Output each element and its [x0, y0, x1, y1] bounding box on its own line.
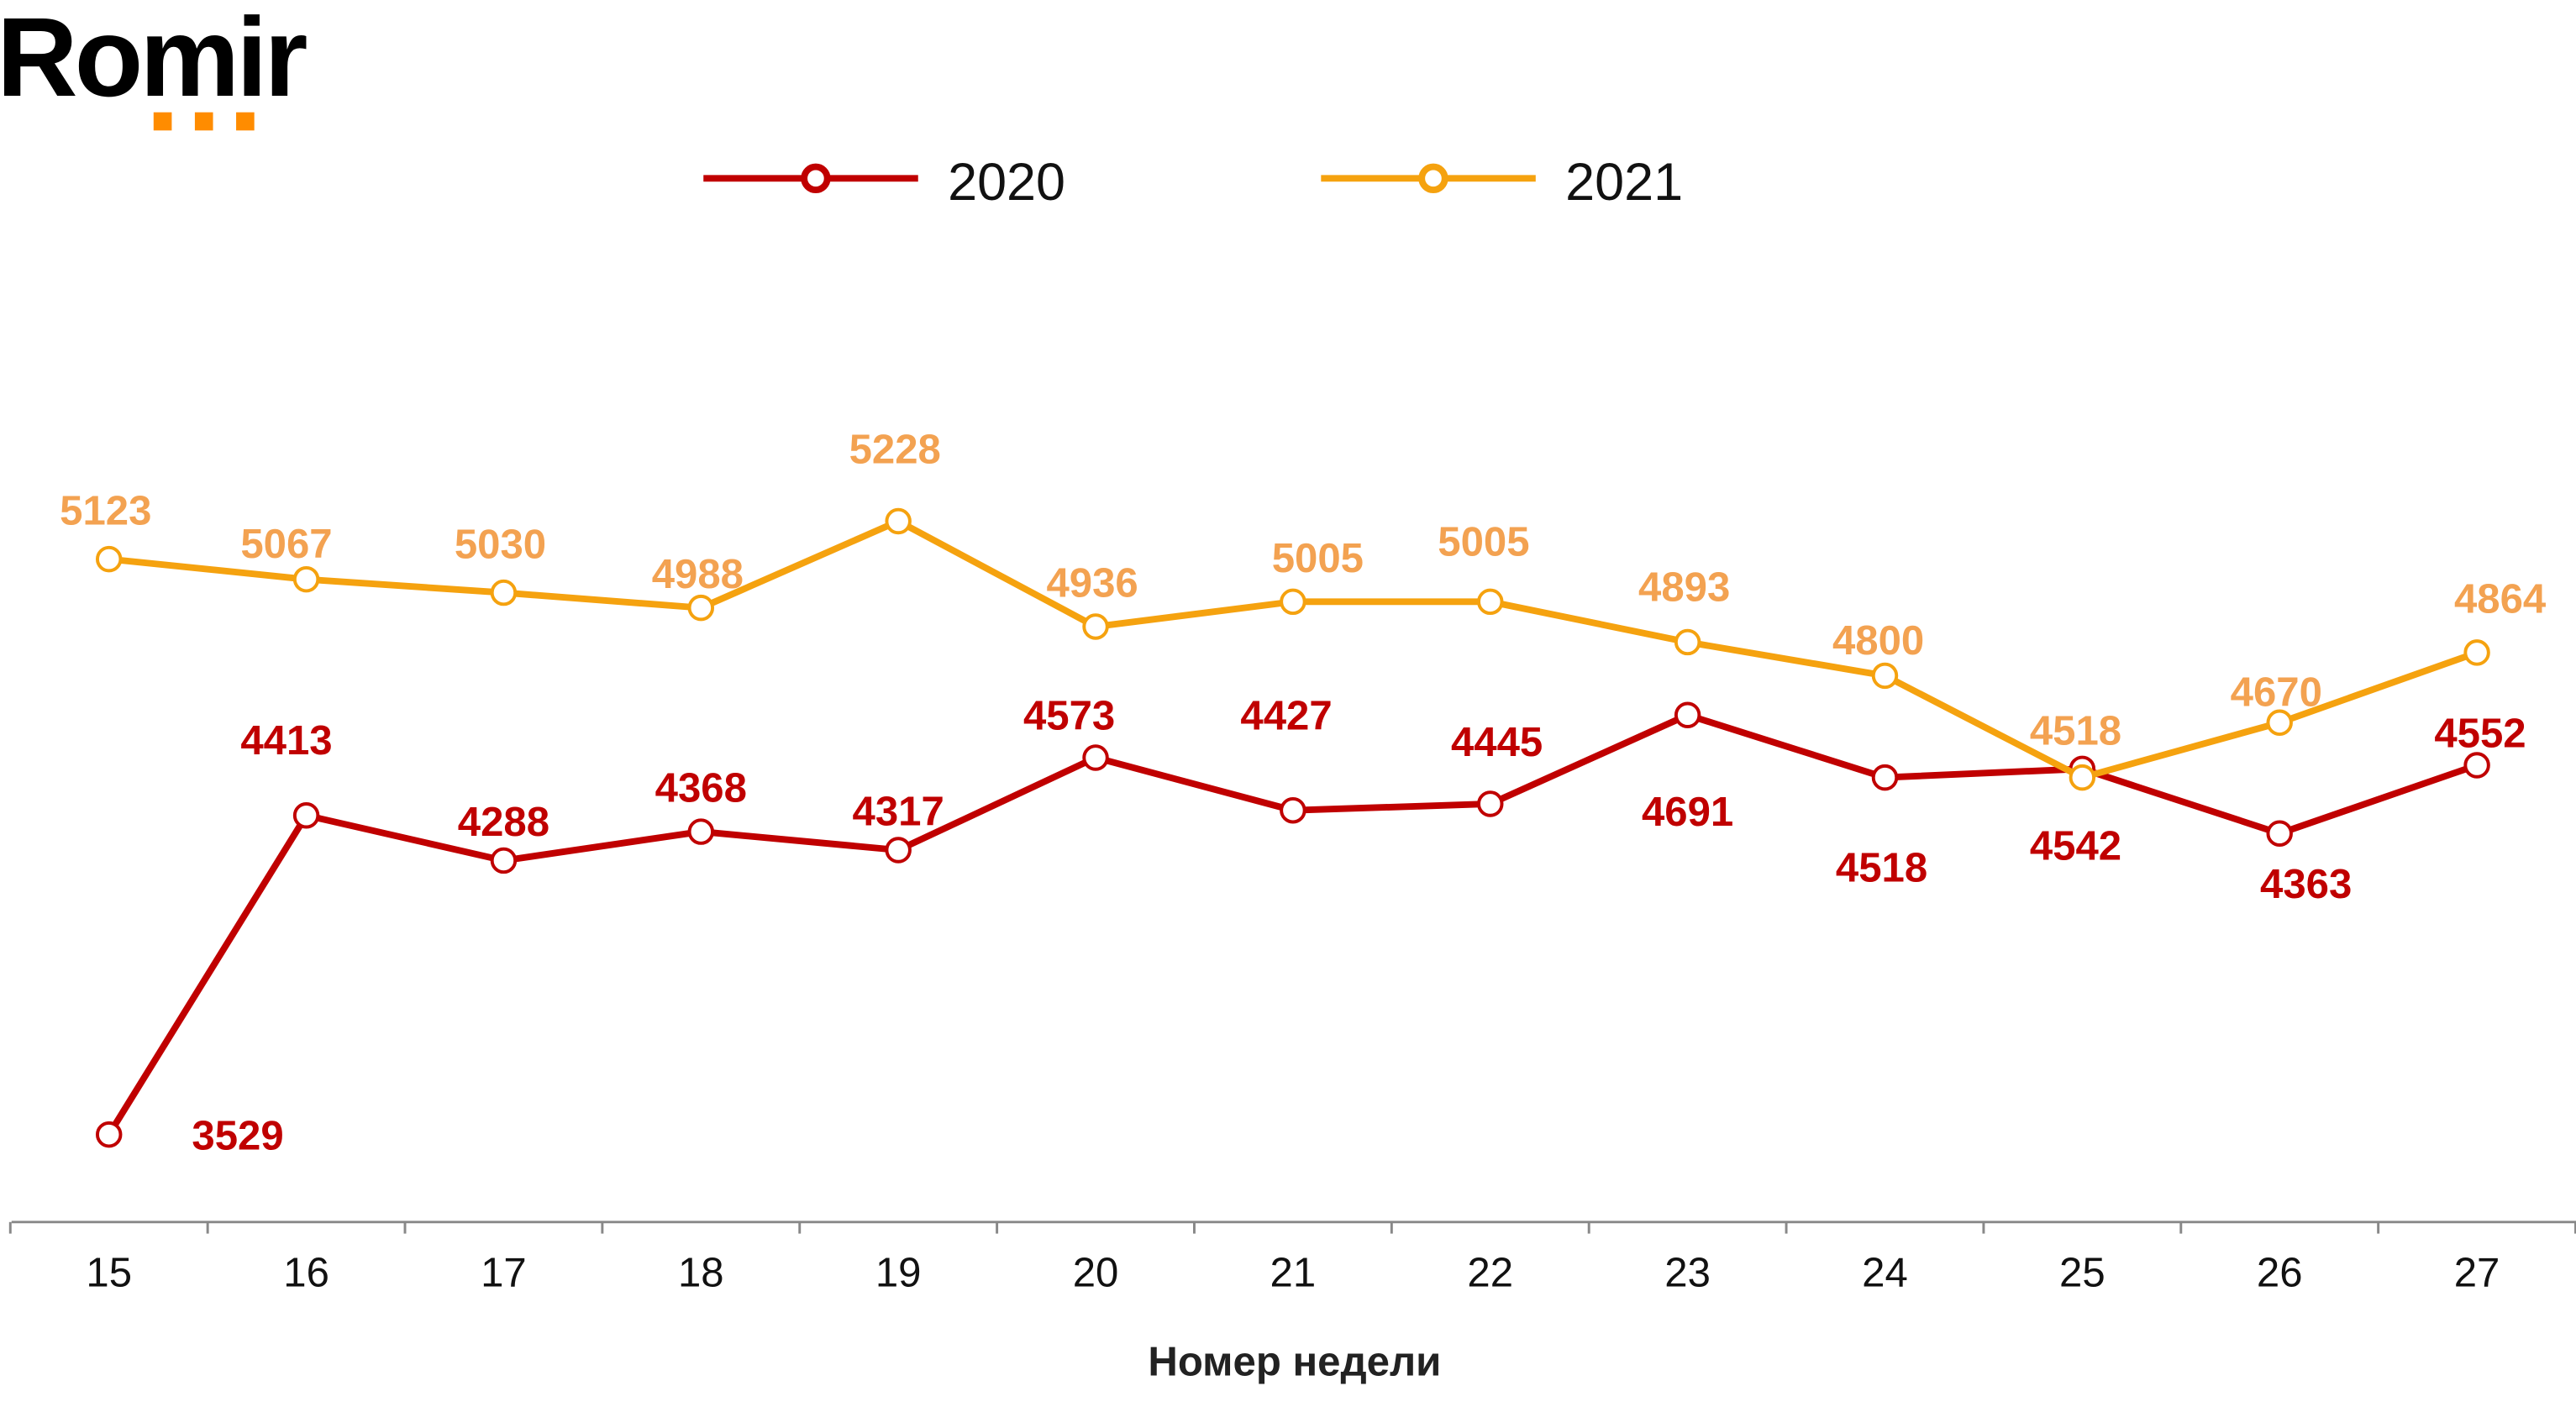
- legend: 2020 2021: [703, 153, 1683, 212]
- data-label: 3529: [192, 1113, 283, 1158]
- data-label: 4691: [1642, 790, 1733, 835]
- data-label: 4893: [1638, 564, 1730, 610]
- data-point: [490, 579, 518, 606]
- x-tick-label: 21: [1270, 1250, 1317, 1295]
- data-point: [1871, 764, 1899, 791]
- data-label: 4317: [853, 789, 944, 834]
- logo-dot: [153, 112, 172, 131]
- x-tick-label: 26: [2257, 1250, 2303, 1295]
- data-point: [2266, 820, 2293, 847]
- data-point: [292, 802, 320, 829]
- series-2021: 5123 5067 5030 4988 5228 4936 5005 5005 4893 4800…: [60, 428, 2547, 791]
- data-point: [687, 818, 715, 845]
- data-point: [490, 847, 518, 874]
- legend-item-2021: 2021: [1321, 153, 1683, 212]
- data-point: [1280, 796, 1306, 824]
- data-point: [95, 545, 123, 573]
- x-axis: 15 16 17 18 19 20 21 22 23 24 25 26 27: [8, 1221, 2576, 1295]
- data-point: [2266, 709, 2293, 737]
- data-label: 4864: [2454, 577, 2547, 622]
- romir-logo: Romir: [0, 0, 309, 131]
- series-line-2020: [106, 711, 2479, 1137]
- data-point: [1674, 701, 1701, 728]
- x-tick-label: 24: [1862, 1250, 1908, 1295]
- logo-text: Romir: [0, 0, 306, 120]
- data-label: 4573: [1023, 694, 1115, 739]
- data-point: [687, 594, 715, 622]
- x-tick-label: 22: [1467, 1250, 1513, 1295]
- x-tick-label: 25: [2059, 1250, 2105, 1295]
- data-label: 4936: [1046, 561, 1138, 606]
- data-label: 5123: [60, 488, 151, 533]
- data-point: [2069, 764, 2096, 791]
- x-tick-label: 17: [481, 1250, 527, 1295]
- x-axis-title: Номер недели: [1148, 1340, 1441, 1385]
- legend-marker: [801, 163, 831, 194]
- legend-label: 2020: [948, 153, 1065, 212]
- data-point: [1871, 662, 1899, 690]
- x-tick-label: 15: [86, 1250, 132, 1295]
- legend-item-2020: 2020: [703, 153, 1065, 212]
- data-label: 5005: [1438, 519, 1529, 564]
- data-point: [292, 565, 320, 593]
- data-point: [1477, 790, 1504, 817]
- data-label: 4552: [2434, 711, 2526, 756]
- data-label: 4288: [458, 800, 549, 845]
- data-label: 4363: [2260, 862, 2352, 907]
- data-label: 4518: [1836, 845, 1927, 890]
- legend-marker: [1418, 163, 1448, 194]
- data-label: 5030: [455, 522, 546, 567]
- data-point: [1082, 744, 1109, 771]
- data-label: 4413: [240, 718, 332, 764]
- x-tick-label: 20: [1073, 1250, 1119, 1295]
- data-point: [2463, 752, 2490, 779]
- data-label: 4427: [1240, 693, 1332, 738]
- data-point: [885, 837, 912, 864]
- x-tick-label: 23: [1664, 1250, 1711, 1295]
- data-point: [885, 507, 912, 535]
- logo-dot: [236, 112, 255, 131]
- logo-dot: [194, 112, 213, 131]
- data-label: 4988: [652, 552, 744, 597]
- data-point: [2463, 639, 2490, 666]
- data-point: [1082, 613, 1109, 640]
- x-tick-label: 18: [678, 1250, 724, 1295]
- x-tick-label: 16: [283, 1250, 329, 1295]
- data-label: 4518: [2030, 708, 2121, 753]
- data-label: 5228: [849, 428, 941, 473]
- x-tick-label: 27: [2454, 1250, 2500, 1295]
- data-point: [1477, 588, 1504, 616]
- data-point: [1280, 588, 1306, 616]
- data-label: 5005: [1272, 536, 1364, 581]
- data-label: 4368: [655, 766, 747, 811]
- data-label: 4800: [1832, 618, 1924, 664]
- data-label: 4445: [1451, 720, 1543, 765]
- x-tick-label: 19: [875, 1250, 922, 1295]
- data-label: 4670: [2231, 670, 2322, 716]
- data-point: [1674, 628, 1701, 656]
- plot-area: 3529 4413 4288 4368 4317 4573 4427 4445 4691 4518…: [60, 428, 2547, 1159]
- data-point: [95, 1121, 123, 1148]
- series-2020: 3529 4413 4288 4368 4317 4573 4427 4445 4691 4518…: [95, 693, 2526, 1158]
- data-label: 5067: [240, 522, 332, 567]
- data-label: 4542: [2030, 823, 2121, 869]
- legend-label: 2021: [1565, 153, 1683, 212]
